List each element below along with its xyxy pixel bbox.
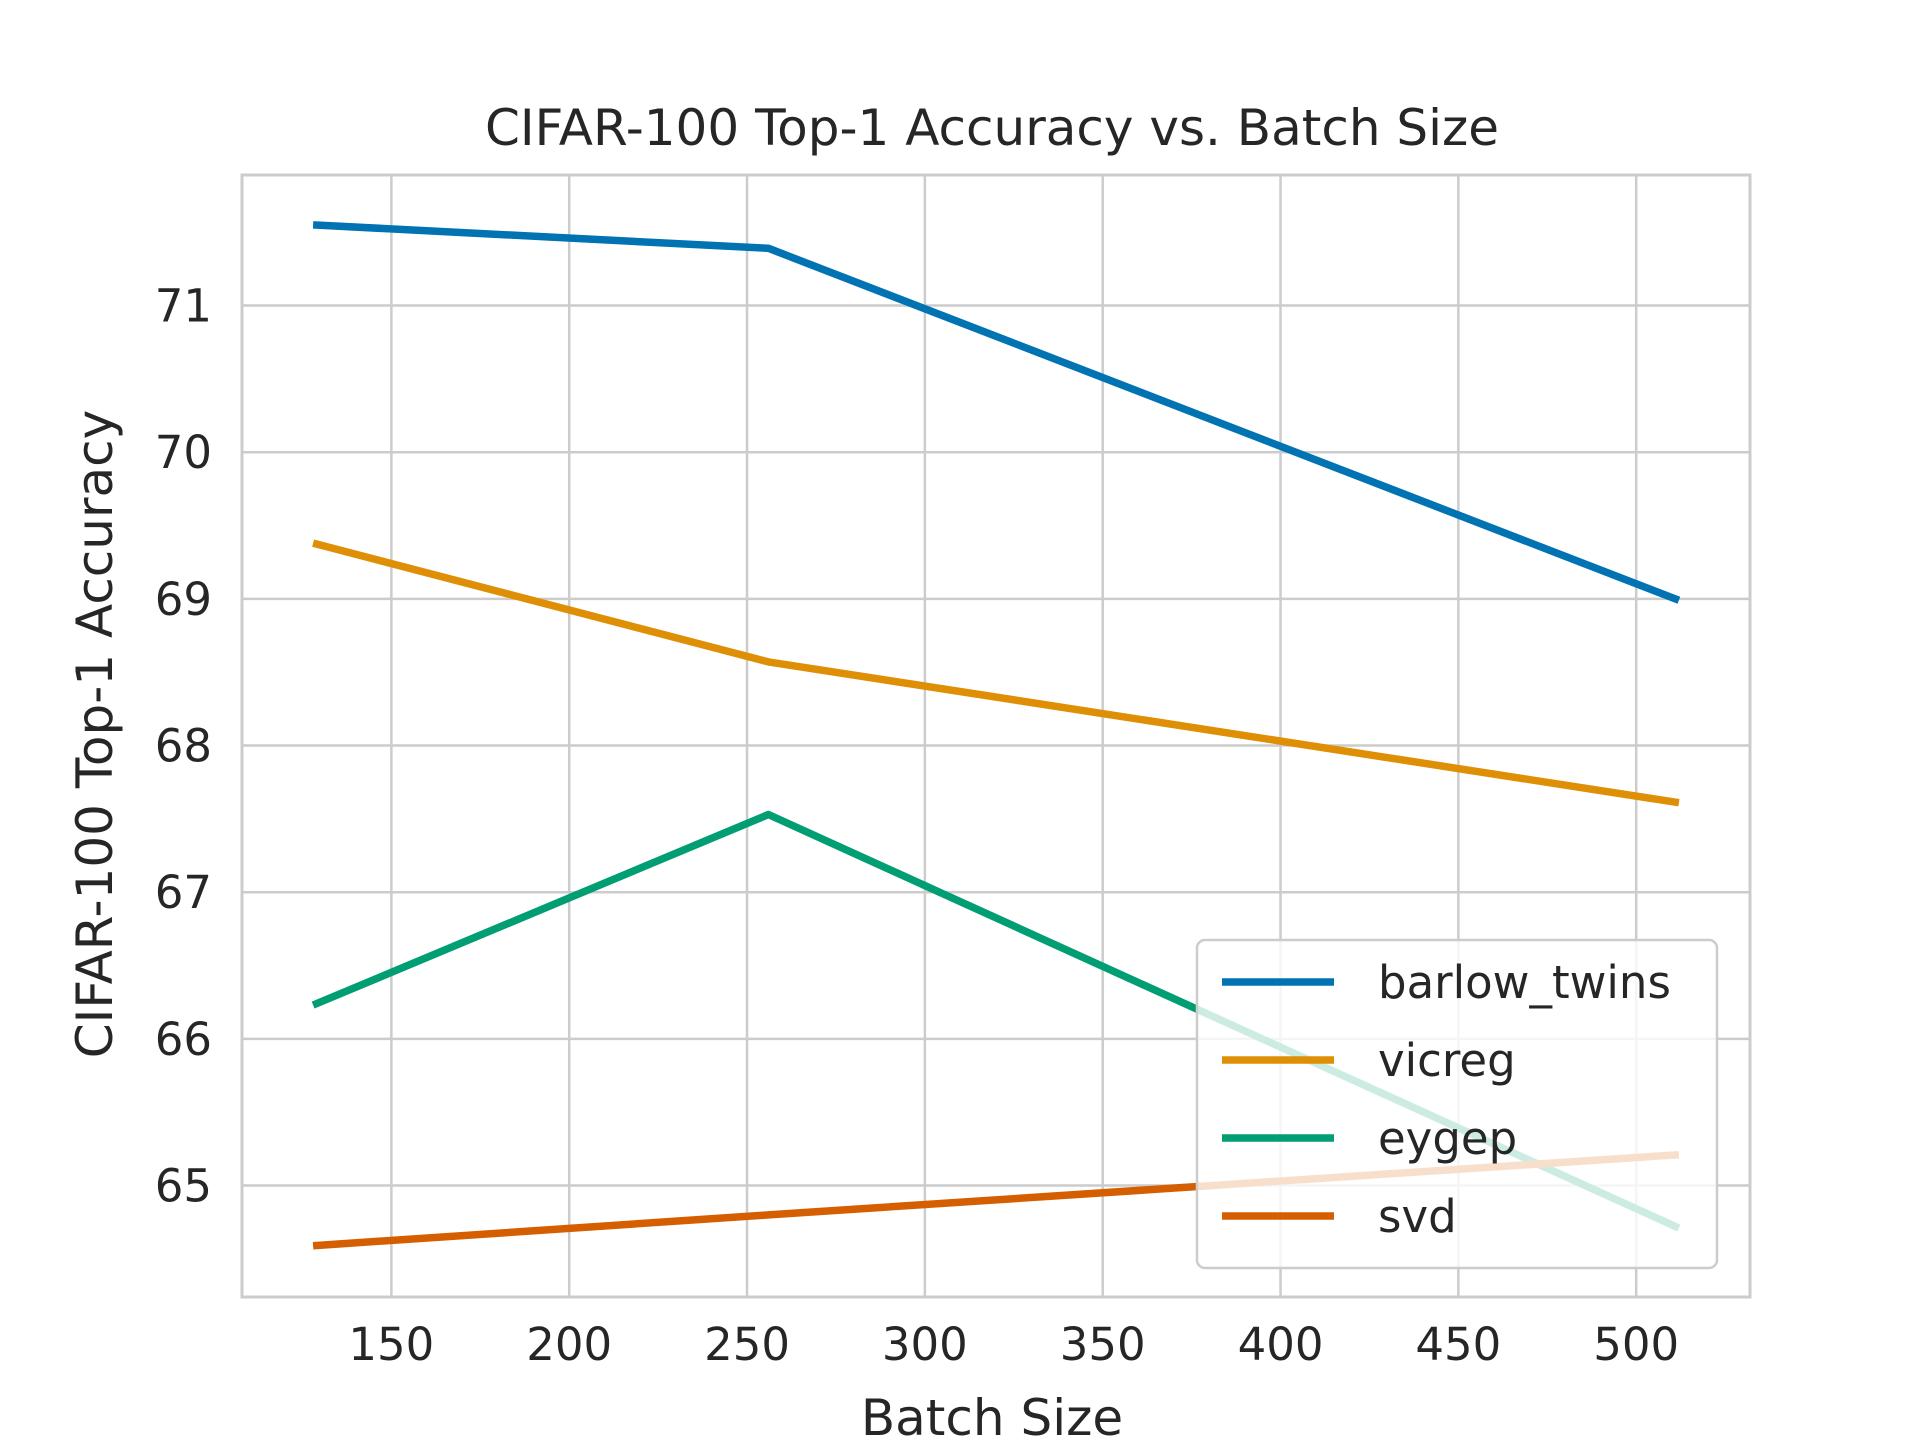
- x-tick-label: 500: [1593, 1318, 1679, 1371]
- chart-title: CIFAR-100 Top-1 Accuracy vs. Batch Size: [485, 99, 1499, 157]
- x-tick-label: 300: [882, 1318, 968, 1371]
- legend-label: barlow_twins: [1378, 956, 1671, 1009]
- legend-label: eygep: [1378, 1112, 1517, 1165]
- x-tick-label: 350: [1060, 1318, 1146, 1371]
- legend-box: [1195, 938, 1719, 1270]
- x-tick-label: 200: [526, 1318, 612, 1371]
- y-tick-label: 70: [155, 426, 212, 479]
- y-tick-label: 65: [155, 1160, 212, 1213]
- x-tick-label: 150: [348, 1318, 434, 1371]
- series-line-vicreg: [312, 539, 1680, 807]
- legend-label: vicreg: [1378, 1034, 1516, 1087]
- plot-frame: [240, 173, 1752, 1299]
- series-line-barlow-twins: [312, 221, 1681, 604]
- grid-lines: [242, 175, 1750, 1297]
- legend-label: svd: [1378, 1190, 1457, 1243]
- y-tick-label: 66: [155, 1013, 212, 1066]
- y-tick-label: 68: [155, 720, 212, 773]
- x-tick-label: 250: [704, 1318, 790, 1371]
- x-tick-labels: 150 200 250 300 350 400 450 500: [348, 1318, 1679, 1371]
- x-axis-label: Batch Size: [861, 1389, 1123, 1440]
- x-tick-label: 450: [1415, 1318, 1501, 1371]
- y-tick-label: 69: [155, 573, 212, 626]
- y-axis-label: CIFAR-100 Top-1 Accuracy: [66, 410, 124, 1059]
- y-tick-label: 71: [155, 280, 212, 333]
- x-tick-label: 400: [1238, 1318, 1324, 1371]
- y-tick-label: 67: [155, 866, 212, 919]
- y-tick-labels: 65 66 67 68 69 70 71: [155, 280, 212, 1213]
